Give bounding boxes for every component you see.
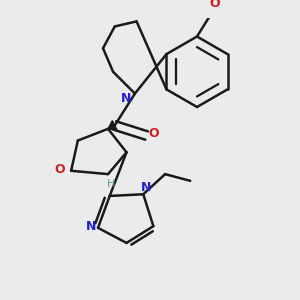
Text: N: N [121, 92, 132, 105]
Polygon shape [108, 121, 117, 130]
Text: O: O [55, 163, 65, 176]
Text: N: N [85, 220, 96, 233]
Text: N: N [141, 181, 151, 194]
Text: H: H [107, 179, 116, 189]
Text: O: O [149, 128, 159, 140]
Text: O: O [210, 0, 220, 11]
